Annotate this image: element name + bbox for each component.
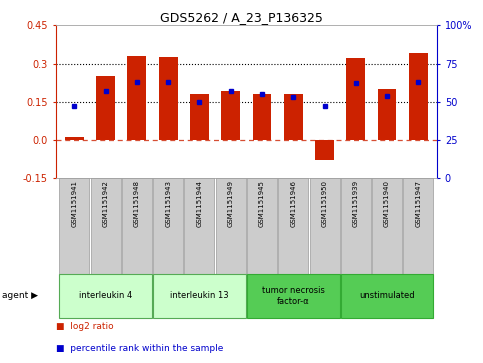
Bar (310, 178, 340, 274)
Text: GDS5262 / A_23_P136325: GDS5262 / A_23_P136325 (160, 11, 323, 24)
Bar (284, 94, 303, 140)
Text: GSM1151941: GSM1151941 (71, 180, 77, 227)
Bar (253, 94, 271, 140)
Bar (96, 76, 115, 140)
Bar (221, 91, 240, 140)
Bar (190, 94, 209, 140)
Text: interleukin 13: interleukin 13 (170, 291, 229, 300)
Bar (403, 178, 433, 274)
Bar (341, 178, 371, 274)
Text: interleukin 4: interleukin 4 (79, 291, 132, 300)
Bar (372, 178, 402, 274)
Bar (315, 140, 334, 160)
Bar (128, 56, 146, 140)
Text: GSM1151950: GSM1151950 (322, 180, 327, 227)
Bar (65, 137, 84, 140)
Text: GSM1151947: GSM1151947 (415, 180, 421, 227)
Bar (278, 178, 308, 274)
Bar (91, 178, 121, 274)
Text: agent ▶: agent ▶ (2, 291, 39, 300)
Text: GSM1151948: GSM1151948 (134, 180, 140, 227)
Text: GSM1151949: GSM1151949 (227, 180, 234, 227)
Bar (159, 57, 178, 140)
Text: GSM1151944: GSM1151944 (197, 180, 202, 227)
Bar (247, 178, 277, 274)
Text: GSM1151945: GSM1151945 (259, 180, 265, 227)
Text: GSM1151943: GSM1151943 (165, 180, 171, 227)
Text: ■  percentile rank within the sample: ■ percentile rank within the sample (56, 344, 223, 353)
Bar (122, 178, 152, 274)
Bar (59, 274, 152, 318)
Text: GSM1151946: GSM1151946 (290, 180, 296, 227)
Bar (346, 58, 365, 140)
Text: GSM1151940: GSM1151940 (384, 180, 390, 227)
Text: ■  log2 ratio: ■ log2 ratio (56, 322, 113, 331)
Bar (409, 53, 428, 140)
Bar (378, 89, 397, 140)
Bar (341, 274, 433, 318)
Bar (185, 178, 214, 274)
Bar (59, 178, 89, 274)
Text: tumor necrosis
factor-α: tumor necrosis factor-α (262, 286, 325, 306)
Text: GSM1151939: GSM1151939 (353, 180, 359, 227)
Bar (247, 274, 340, 318)
Bar (153, 178, 183, 274)
Bar (153, 274, 246, 318)
Text: GSM1151942: GSM1151942 (102, 180, 109, 227)
Text: unstimulated: unstimulated (359, 291, 415, 300)
Bar (216, 178, 246, 274)
